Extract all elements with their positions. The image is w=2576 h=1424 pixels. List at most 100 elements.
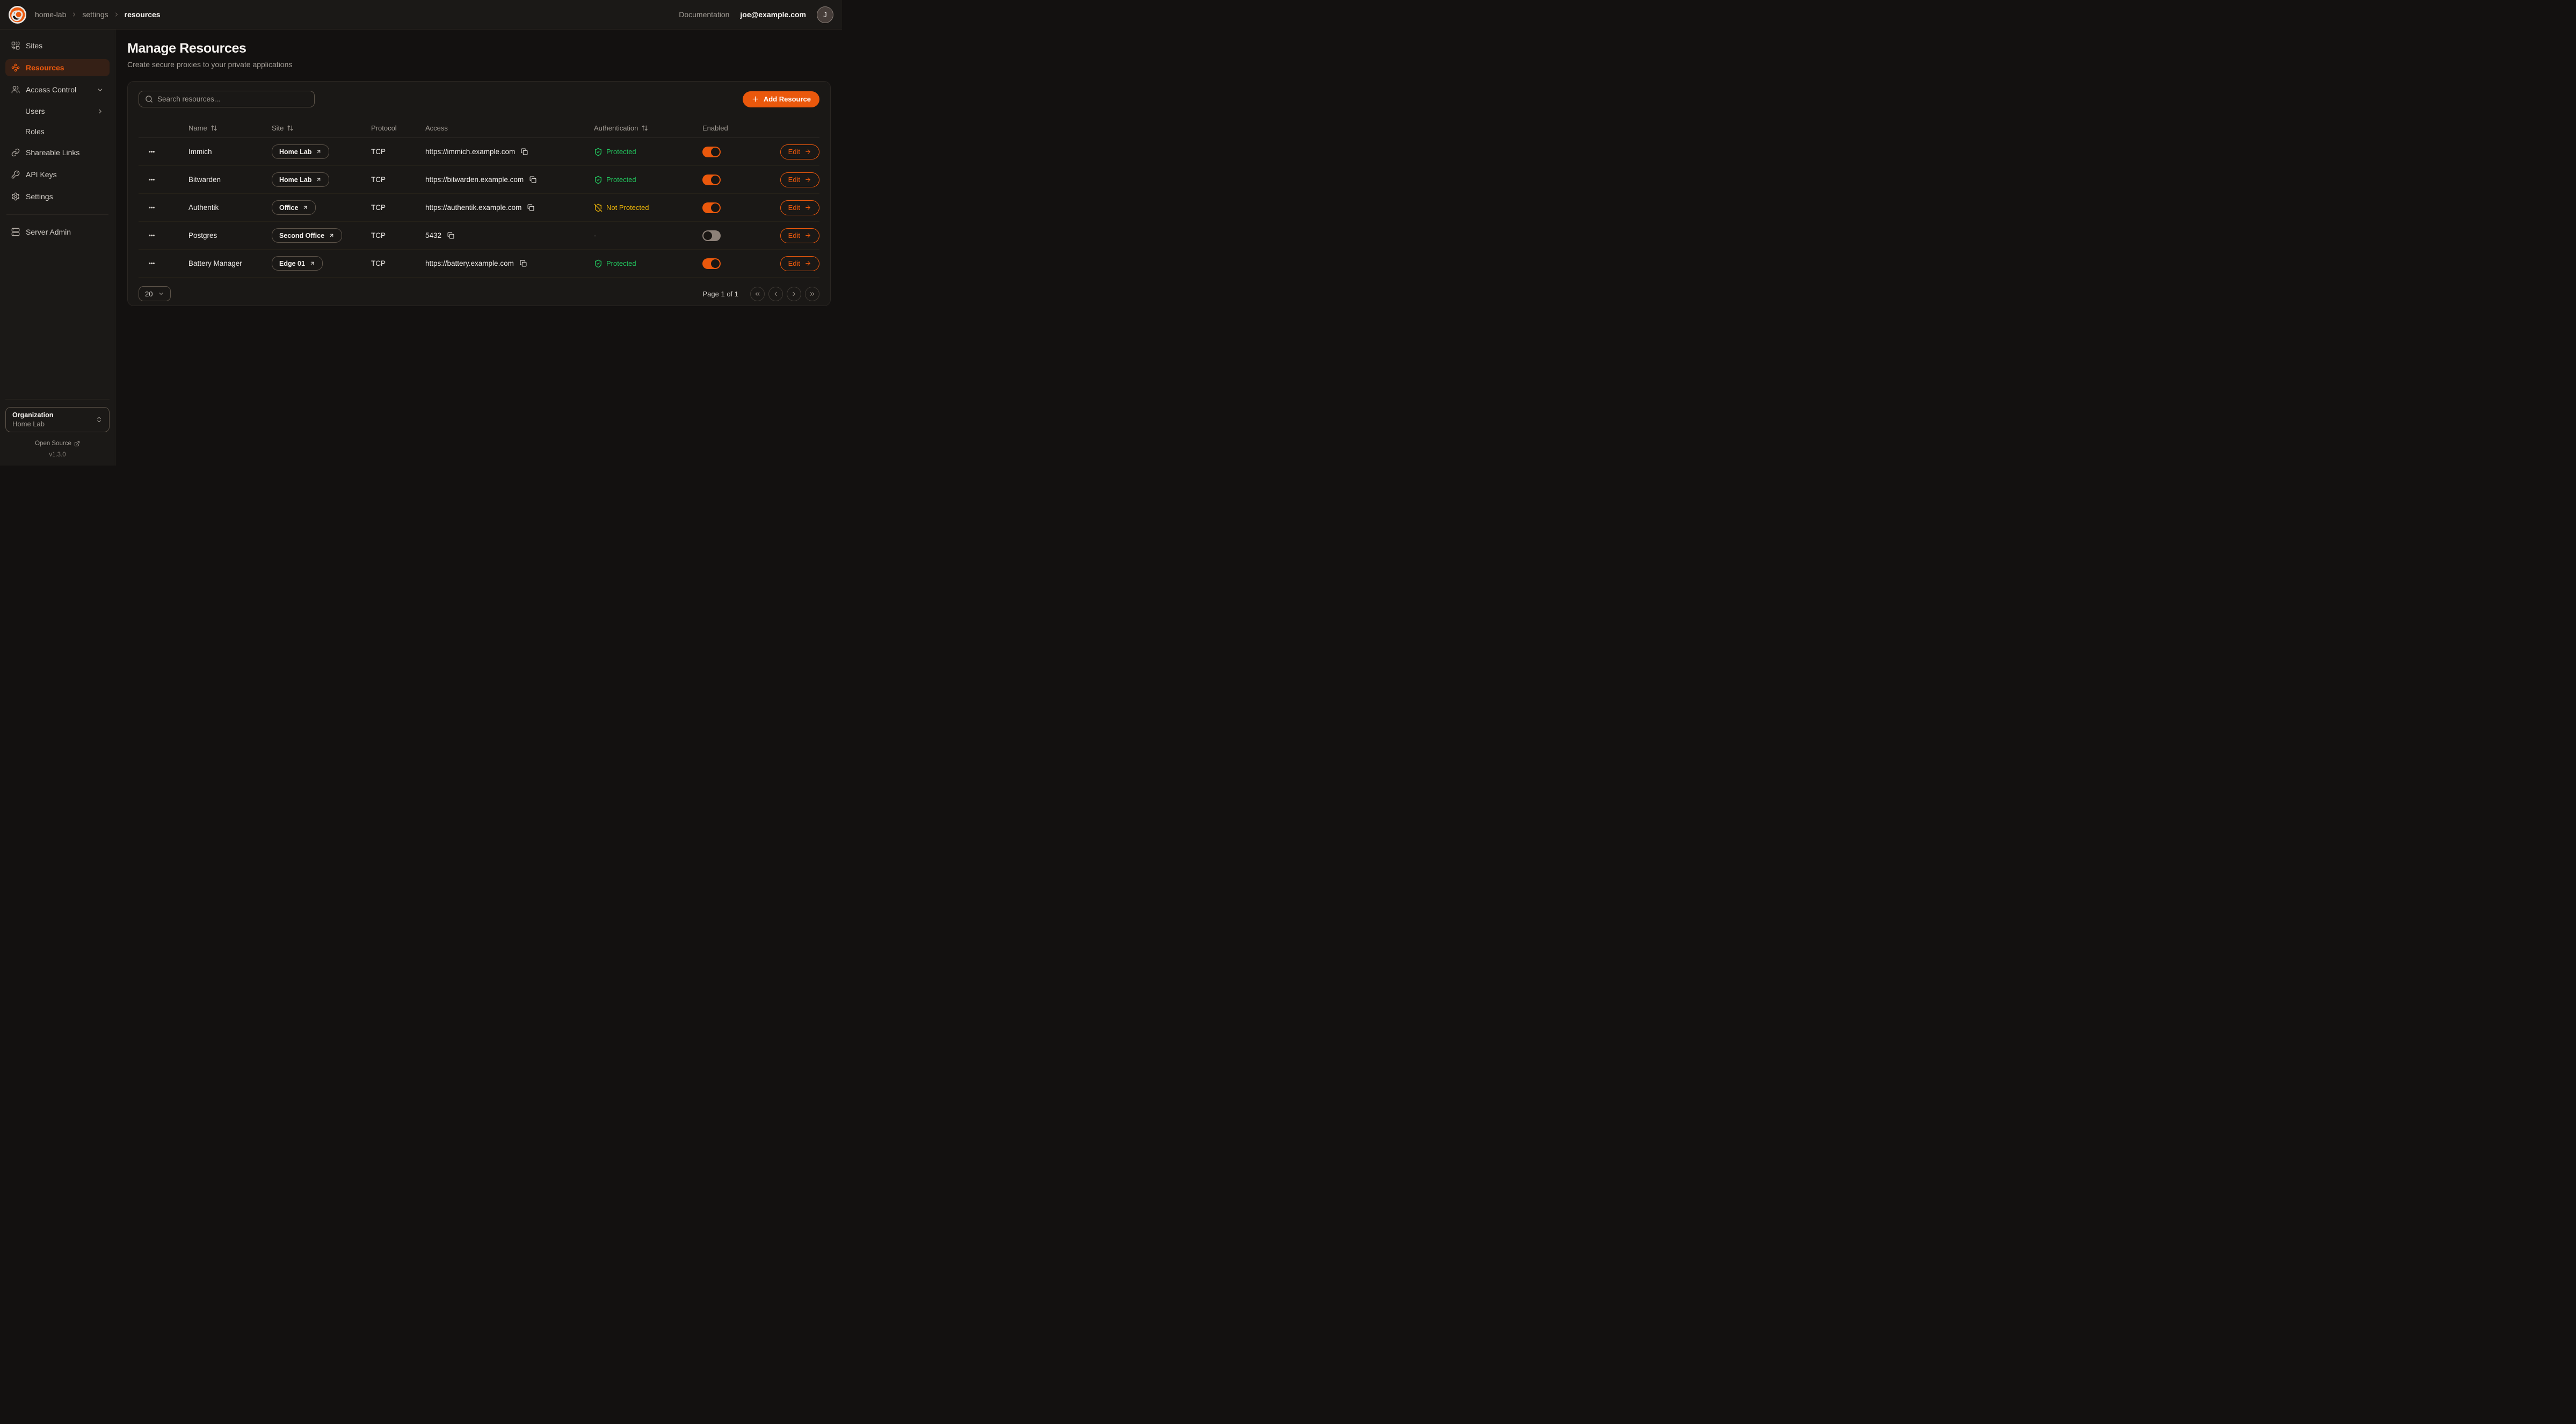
gear-icon xyxy=(12,192,19,201)
resource-name: Battery Manager xyxy=(188,259,242,267)
sidebar-item-resources[interactable]: Resources xyxy=(5,59,110,76)
row-menu-button[interactable] xyxy=(146,201,158,214)
column-header-name[interactable]: Name xyxy=(164,124,272,132)
column-header-site[interactable]: Site xyxy=(272,124,371,132)
site-link[interactable]: Home Lab xyxy=(272,172,330,187)
edit-label: Edit xyxy=(788,176,800,184)
column-header-authentication[interactable]: Authentication xyxy=(594,124,702,132)
auth-status: - xyxy=(594,231,702,239)
site-link[interactable]: Second Office xyxy=(272,228,343,243)
resource-name: Immich xyxy=(188,148,212,156)
open-source-label: Open Source xyxy=(35,440,71,447)
arrow-right-icon xyxy=(806,149,810,154)
first-page-button[interactable] xyxy=(750,286,765,301)
column-header-protocol: Protocol xyxy=(371,124,397,132)
auth-label: Protected xyxy=(606,259,636,267)
site-link[interactable]: Edge 01 xyxy=(272,256,323,271)
table-body: Immich Home Lab TCP https://immich.examp… xyxy=(139,138,819,278)
enabled-toggle[interactable] xyxy=(702,174,721,185)
last-page-button[interactable] xyxy=(805,286,819,301)
enabled-toggle[interactable] xyxy=(702,202,721,213)
chevrons-up-down-icon xyxy=(96,416,103,423)
auth-label: Not Protected xyxy=(606,204,649,212)
page-size-select[interactable]: 20 xyxy=(139,286,171,301)
column-header-enabled: Enabled xyxy=(702,124,728,132)
copy-icon[interactable] xyxy=(446,231,455,240)
auth-label: - xyxy=(594,231,597,239)
page-title: Manage Resources xyxy=(127,41,246,56)
copy-icon[interactable] xyxy=(526,203,535,212)
sidebar-item-label: Access Control xyxy=(26,85,77,94)
arrow-up-right-icon xyxy=(317,150,321,154)
ellipsis-icon xyxy=(148,262,155,265)
resource-protocol: TCP xyxy=(371,148,386,156)
shield-check-icon xyxy=(595,259,601,267)
edit-button[interactable]: Edit xyxy=(780,200,819,215)
shield-off-icon xyxy=(594,204,603,212)
table-row: Authentik Office TCP https://authentik.e… xyxy=(139,194,819,222)
copy-icon[interactable] xyxy=(519,259,528,268)
access-url: https://immich.example.com xyxy=(425,148,516,156)
edit-label: Edit xyxy=(788,148,800,156)
enabled-toggle[interactable] xyxy=(702,230,721,241)
edit-button[interactable]: Edit xyxy=(780,228,819,243)
sidebar-item-users[interactable]: Users xyxy=(5,103,110,119)
row-menu-button[interactable] xyxy=(146,173,158,186)
page-size-value: 20 xyxy=(145,289,153,298)
site-link[interactable]: Home Lab xyxy=(272,144,330,159)
edit-button[interactable]: Edit xyxy=(780,172,819,187)
sidebar-item-shareable-links[interactable]: Shareable Links xyxy=(5,144,110,161)
sidebar-item-settings[interactable]: Settings xyxy=(5,188,110,205)
access-url: https://battery.example.com xyxy=(425,259,514,267)
edit-button[interactable]: Edit xyxy=(780,144,819,159)
sidebar-item-api-keys[interactable]: API Keys xyxy=(5,166,110,183)
arrow-up-right-icon xyxy=(310,261,314,265)
open-source-link[interactable]: Open Source xyxy=(5,440,110,447)
access-url: https://authentik.example.com xyxy=(425,204,522,212)
copy-icon[interactable] xyxy=(520,147,529,156)
breadcrumb-current: resources xyxy=(124,10,161,19)
avatar[interactable]: J xyxy=(817,6,833,23)
sidebar-item-label: API Keys xyxy=(26,170,57,179)
sidebar-item-server-admin[interactable]: Server Admin xyxy=(5,223,110,241)
copy-icon[interactable] xyxy=(528,175,538,184)
row-menu-button[interactable] xyxy=(146,229,158,242)
previous-page-button[interactable] xyxy=(768,286,783,301)
sidebar-item-access-control[interactable]: Access Control xyxy=(5,81,110,98)
pangolin-logo-icon[interactable] xyxy=(9,5,26,24)
row-menu-button[interactable] xyxy=(146,257,158,270)
enabled-toggle[interactable] xyxy=(702,258,721,269)
resource-protocol: TCP xyxy=(371,204,386,212)
app-root: home-lab settings resources Documentatio… xyxy=(0,0,842,466)
breadcrumb-settings[interactable]: settings xyxy=(82,10,108,19)
site-link[interactable]: Office xyxy=(272,200,316,215)
site-name: Home Lab xyxy=(279,148,312,156)
add-resource-button[interactable]: Add Resource xyxy=(742,91,819,107)
row-menu-button[interactable] xyxy=(146,146,158,158)
arrow-up-right-icon xyxy=(304,206,307,209)
column-header-access: Access xyxy=(425,124,448,132)
table-row: Bitwarden Home Lab TCP https://bitwarden… xyxy=(139,166,819,194)
sidebar-item-sites[interactable]: Sites xyxy=(5,37,110,54)
table-footer: 20 Page 1 of 1 xyxy=(139,286,819,301)
resources-card: Add Resource Name Site P xyxy=(127,81,831,306)
enabled-toggle[interactable] xyxy=(702,146,721,157)
arrow-up-right-icon xyxy=(330,234,333,237)
breadcrumb-org[interactable]: home-lab xyxy=(35,10,67,19)
site-name: Home Lab xyxy=(279,176,312,184)
edit-button[interactable]: Edit xyxy=(780,256,819,271)
search-input[interactable] xyxy=(157,95,308,103)
user-email[interactable]: joe@example.com xyxy=(740,10,806,19)
organization-selector[interactable]: Organization Home Lab xyxy=(5,407,110,432)
breadcrumb: home-lab settings resources xyxy=(35,10,161,19)
resource-protocol: TCP xyxy=(371,259,386,267)
auth-label: Protected xyxy=(606,148,636,156)
chevron-right-icon xyxy=(71,11,77,18)
next-page-button[interactable] xyxy=(787,286,801,301)
arrow-right-icon xyxy=(806,205,810,210)
table-row: Immich Home Lab TCP https://immich.examp… xyxy=(139,138,819,166)
documentation-link[interactable]: Documentation xyxy=(679,10,730,19)
sort-icon xyxy=(287,125,294,131)
auth-label: Protected xyxy=(606,176,636,184)
sidebar-item-roles[interactable]: Roles xyxy=(5,123,110,140)
